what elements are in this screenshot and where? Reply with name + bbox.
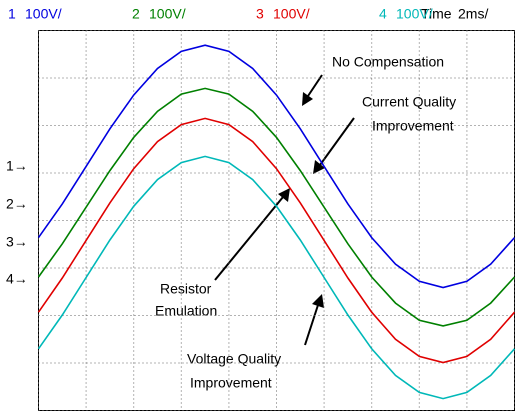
channel-label: 2 [132, 6, 140, 22]
channel-label: 3 [256, 6, 264, 22]
channel-marker: 4→ [6, 271, 28, 287]
channel-scale: 100V/ [149, 6, 186, 22]
annotation: No Compensation [332, 54, 444, 70]
annotation: Improvement [372, 118, 454, 134]
arrows [214, 74, 355, 346]
channel-scale: 100V/ [273, 6, 310, 22]
channel-marker: 2→ [6, 196, 28, 212]
channel-marker: 1→ [6, 158, 28, 174]
trace [37, 87, 515, 327]
channel-marker: 3→ [6, 234, 28, 250]
annotation: Voltage Quality [187, 351, 281, 367]
channel-label: 1 [8, 6, 16, 22]
trace [37, 44, 515, 289]
annotation: Emulation [155, 303, 217, 319]
annotation: Resistor [160, 281, 212, 297]
channel-scale: 100V/ [396, 6, 433, 22]
trace [37, 117, 515, 364]
channel-scale: 100V/ [25, 6, 62, 22]
annotation: Current Quality [362, 94, 456, 110]
annotation: Improvement [190, 375, 272, 391]
time-scale: 2ms/ [458, 6, 488, 22]
time-label: Time [421, 6, 452, 22]
channel-label: 4 [379, 6, 387, 22]
trace [37, 155, 515, 400]
